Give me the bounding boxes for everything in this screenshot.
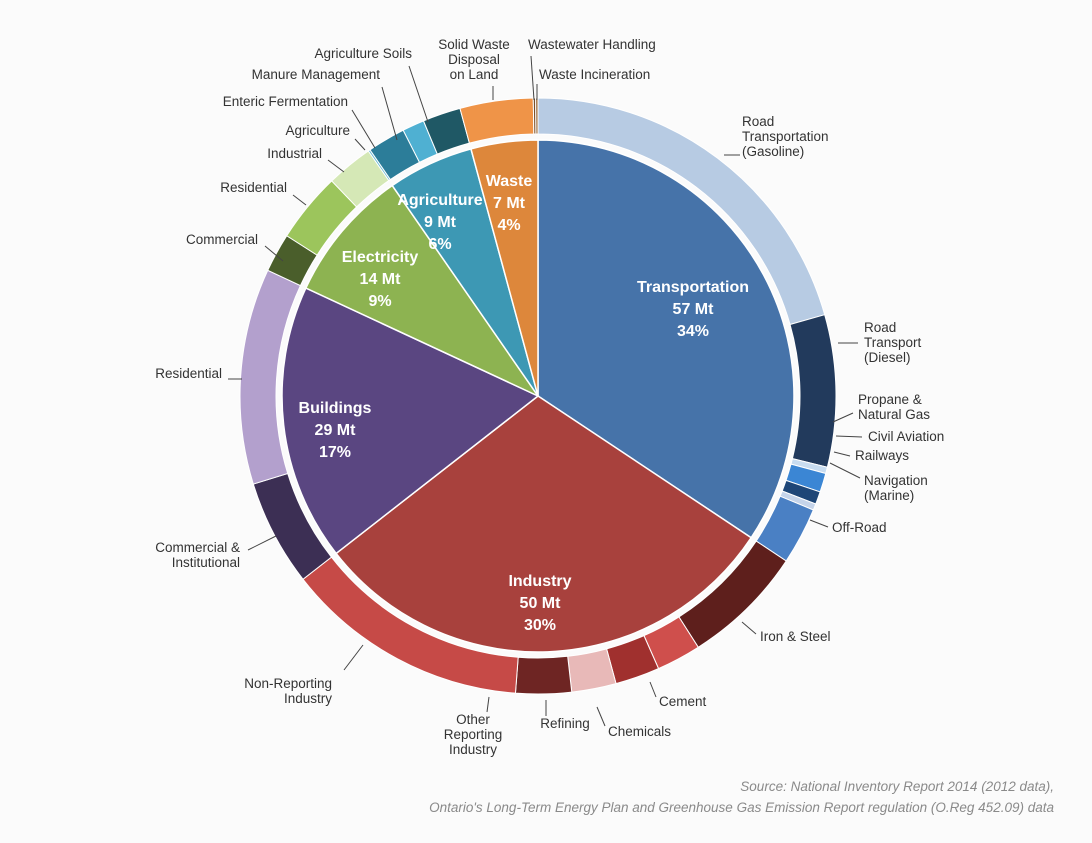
subsector-label-commercial-institutional: Commercial & Institutional [155,540,240,570]
subsector-industry-other-reporting-industry [514,655,573,695]
subsector-waste-wastewater-handling [535,97,539,135]
source-note: Source: National Inventory Report 2014 (… [429,776,1054,818]
subsector-label-road-transport-diesel: Road Transport (Diesel) [864,320,922,365]
subsector-label-road-transportation-gasoline: Road Transportation (Gasoline) [742,114,829,159]
sector-label-buildings: Buildings 29 Mt 17% [299,400,372,461]
leader-line [292,194,307,206]
leader-line [408,65,429,123]
subsector-label-solid-waste-disposal-on-land: Solid Waste Disposal on Land [438,37,510,82]
subsector-label-waste-incineration: Waste Incineration [539,67,650,82]
leader-line [381,86,398,141]
subsector-label-propane-natural-gas: Propane & Natural Gas [858,392,930,422]
subsector-label-chemicals: Chemicals [608,724,671,739]
subsector-transportation-road-transport-diesel [789,314,837,468]
sector-pie [281,139,795,653]
subsector-label-civil-aviation: Civil Aviation [868,429,944,444]
leader-line [741,621,757,635]
leader-line [832,412,854,423]
sector-labels: Transportation 57 Mt 34% Industry 50 Mt 30% Bu… [299,173,749,634]
leader-line [343,644,364,671]
sector-industry [335,395,753,653]
subsector-label-agriculture-soils: Agriculture Soils [314,46,412,61]
subsector-label-refining: Refining [540,716,590,731]
subsector-label-off-road: Off-Road [832,520,887,535]
leader-line [247,535,277,551]
leader-line [354,138,366,151]
subsector-label-residential: Residential [155,366,222,381]
leader-line [486,696,490,713]
leader-line [833,451,851,457]
sector-label-agriculture: Agriculture 9 Mt 6% [397,192,482,253]
subsector-label-cement: Cement [659,694,707,709]
subsector-label-railways: Railways [855,448,909,463]
leader-line [829,462,861,479]
subcategory-ring [239,97,837,695]
leader-line [835,435,863,438]
subcategory-labels: Road Transportation (Gasoline) Road Transpor… [155,37,944,757]
leader-line [649,681,657,698]
sector-label-electricity: Electricity 14 Mt 9% [342,249,419,310]
leader-line [264,245,284,262]
subsector-label-iron-steel: Iron & Steel [760,629,831,644]
subsector-label-industrial: Industrial [267,146,322,161]
leader-line [530,55,535,101]
subsector-label-commercial: Commercial [186,232,258,247]
source-line-2: Ontario's Long-Term Energy Plan and Gree… [429,800,1054,815]
leader-line [351,109,376,149]
sector-label-industry: Industry 50 Mt 30% [508,573,571,634]
subsector-label-wastewater-handling: Wastewater Handling [528,37,656,52]
sector-label-waste: Waste 7 Mt 4% [486,173,533,234]
leader-line [809,519,829,528]
leader-line [327,159,345,173]
subsector-label-non-reporting-industry: Non-Reporting Industry [244,676,332,706]
subsector-label-manure-management: Manure Management [252,67,381,82]
subsector-label-agriculture: Agriculture [285,123,350,138]
source-line-1: Source: National Inventory Report 2014 (… [740,779,1054,794]
subsector-industry-refining [567,648,617,693]
sector-waste [470,139,539,397]
sector-label-transportation: Transportation 57 Mt 34% [637,279,749,340]
subsector-label-navigation-marine: Navigation (Marine) [864,473,928,503]
subsector-label-enteric-fermentation: Enteric Fermentation [223,94,348,109]
subsector-label-residential: Residential [220,180,287,195]
subsector-waste-solid-waste-disposal-on-land [459,97,535,144]
label-leader-lines [228,55,863,727]
subsector-label-other-reporting-industry: Other Reporting Industry [444,712,503,757]
sector-electricity [304,184,541,398]
sector-buildings [281,287,540,555]
leader-line [596,706,606,727]
